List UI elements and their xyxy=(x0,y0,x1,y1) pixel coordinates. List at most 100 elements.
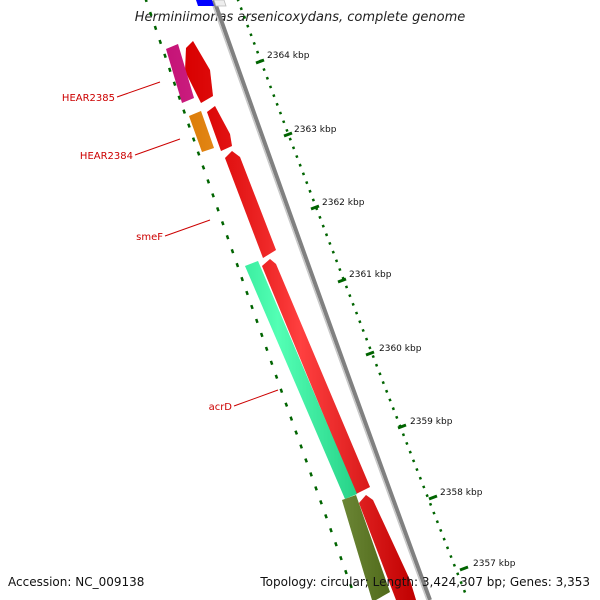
ring-dash xyxy=(308,189,312,193)
ring-dash xyxy=(259,332,264,338)
ring-dash xyxy=(206,179,211,184)
ring-dash xyxy=(364,337,369,341)
ring-dash xyxy=(245,290,249,296)
ring-dash xyxy=(358,320,362,324)
ring-dash xyxy=(304,458,308,463)
ring-dash xyxy=(230,248,235,254)
tick-label: 2359 kbp xyxy=(410,417,453,427)
gene-labels: HEAR2385 HEAR2384 smeF acrD xyxy=(62,93,232,413)
genome-backbone-highlight xyxy=(210,0,428,600)
ring-dash xyxy=(250,304,254,310)
gene-label-leaders xyxy=(116,81,279,407)
ring-dash xyxy=(385,389,389,393)
gene-blue xyxy=(196,0,214,6)
ring-dash xyxy=(339,555,343,561)
ring-dash xyxy=(452,563,456,567)
ring-dash xyxy=(294,430,299,435)
tick-2360 xyxy=(365,350,375,357)
forward-strand-genes xyxy=(185,41,416,600)
ring-dash xyxy=(158,39,163,45)
ring-dash xyxy=(144,0,148,3)
ring-dash xyxy=(361,328,365,333)
ring-dash xyxy=(305,180,309,185)
ring-dash xyxy=(148,11,153,17)
ring-dash xyxy=(331,250,335,254)
ring-dash xyxy=(395,415,399,420)
inner-dotted-ring xyxy=(144,0,353,589)
ring-dash xyxy=(324,513,328,519)
ring-dash xyxy=(246,24,250,28)
ring-dash xyxy=(371,354,375,359)
ring-dash xyxy=(311,198,315,202)
ring-dash xyxy=(368,346,372,350)
tick-label: 2358 kbp xyxy=(440,488,483,498)
ring-dash xyxy=(235,262,240,268)
gene-label-hear2384: HEAR2384 xyxy=(80,151,133,162)
ring-dash xyxy=(282,120,286,124)
ring-dash xyxy=(301,172,306,176)
tick-label: 2360 kbp xyxy=(379,344,422,354)
ring-dash xyxy=(401,433,406,437)
ring-dash xyxy=(255,50,260,54)
tick-label: 2357 kbp xyxy=(473,559,516,569)
tick-label: 2362 kbp xyxy=(322,198,365,208)
ring-dash xyxy=(275,102,279,106)
topology-label: Topology: circular; Length: 3,424,307 bp… xyxy=(260,575,590,589)
ring-dash xyxy=(391,407,395,411)
ring-dash xyxy=(318,215,322,220)
ring-dash xyxy=(321,224,325,228)
gene-label-acrd: acrD xyxy=(209,402,233,413)
ring-dash xyxy=(378,372,382,376)
ring-dash xyxy=(242,15,247,19)
ring-dash xyxy=(405,441,409,446)
ring-dash xyxy=(288,137,292,141)
ring-dash xyxy=(338,267,342,272)
leader-acrd xyxy=(233,389,279,407)
ring-dash xyxy=(309,472,313,477)
tick-2364 xyxy=(255,58,265,65)
ring-dash xyxy=(191,137,196,142)
ring-dash xyxy=(418,476,422,480)
ring-dash xyxy=(295,154,299,159)
reverse-genes-shading xyxy=(166,44,390,600)
ring-dash xyxy=(201,165,206,170)
ring-dash xyxy=(177,95,182,101)
ring-dash xyxy=(272,94,276,98)
ring-dash xyxy=(240,276,244,282)
tick-label: 2363 kbp xyxy=(294,125,337,135)
ring-dash xyxy=(432,511,436,515)
ring-dash xyxy=(236,0,240,2)
ring-dash xyxy=(285,128,289,133)
ring-dash xyxy=(381,380,385,385)
ring-dash xyxy=(435,520,439,524)
ring-dash xyxy=(388,398,392,402)
leader-hear2385 xyxy=(116,81,161,98)
tick-label: 2361 kbp xyxy=(349,270,392,280)
ring-dash xyxy=(344,285,349,289)
ring-dash xyxy=(328,241,332,246)
ring-dash xyxy=(216,206,220,212)
ring-dash xyxy=(408,450,412,454)
ring-dash xyxy=(445,546,450,550)
ring-dash xyxy=(334,541,338,547)
ring-dash xyxy=(187,123,191,128)
ring-dash xyxy=(268,85,273,89)
ring-dash xyxy=(314,486,318,491)
ring-dash xyxy=(439,528,443,533)
ring-dash xyxy=(351,302,355,306)
kbp-tick-labels: 2364 kbp 2363 kbp 2362 kbp 2361 kbp 2360… xyxy=(267,51,516,569)
ring-dash xyxy=(284,402,289,407)
ring-dash xyxy=(298,163,302,167)
ring-dash xyxy=(172,81,177,87)
ring-dash xyxy=(220,220,225,226)
ring-dash xyxy=(269,360,274,366)
accession-label: Accession: NC_009138 xyxy=(8,575,145,589)
ring-dash xyxy=(299,444,303,449)
gene-label-smef: smeF xyxy=(136,232,163,243)
ring-dash xyxy=(349,583,353,589)
forward-genes-shading xyxy=(185,41,416,600)
tick-2359 xyxy=(397,423,407,430)
tick-2357 xyxy=(459,565,469,572)
ring-dash xyxy=(319,499,323,505)
